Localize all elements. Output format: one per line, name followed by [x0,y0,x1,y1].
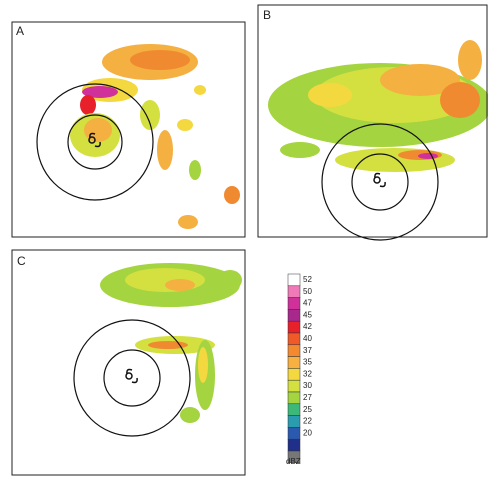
colorbar-label: 40 [303,334,312,343]
colorbar-box [288,416,300,428]
colorbar-box [288,286,300,298]
radar-echo [70,44,240,229]
radar-echo [100,263,242,423]
colorbar-label: 42 [303,322,312,331]
colorbar-label: 50 [303,287,312,296]
colorbar-unit: dBZ [286,457,301,466]
panel-label: A [16,24,24,38]
colorbar-label: 30 [303,381,312,390]
colorbar-box [288,298,300,310]
colorbar-label: 52 [303,275,312,284]
colorbar-box [288,274,300,286]
panel-label: B [263,8,271,22]
colorbar-box [288,333,300,345]
colorbar-box [288,439,300,451]
colorbar-box [288,357,300,369]
colorbar-label: 32 [303,369,312,378]
colorbar-box [288,404,300,416]
colorbar-box [288,427,300,439]
storm-symbol [374,174,385,187]
colorbar: 52 50 47 45 42 40 37 35 32 30 27 25 22 20 [288,274,312,463]
colorbar-box [288,321,300,333]
colorbar-label: 47 [303,299,312,308]
colorbar-label: 37 [303,346,312,355]
colorbar-label: 25 [303,405,312,414]
colorbar-label: 45 [303,310,312,319]
panel-b: B [258,5,488,240]
panel-a: A [12,22,245,237]
colorbar-label: 27 [303,393,312,402]
storm-symbol [126,370,137,383]
colorbar-label: 35 [303,358,312,367]
panel-c: C [12,250,245,475]
radar-echo [268,40,488,172]
panel-label: C [17,254,26,268]
colorbar-label: 22 [303,417,312,426]
figure: A B C 52 50 47 45 42 40 37 35 32 30 27 25 22 20 dBZ [0,0,488,479]
colorbar-box [288,392,300,404]
colorbar-label: 20 [303,428,312,437]
colorbar-box [288,345,300,357]
colorbar-box [288,309,300,321]
colorbar-box [288,380,300,392]
colorbar-box [288,368,300,380]
